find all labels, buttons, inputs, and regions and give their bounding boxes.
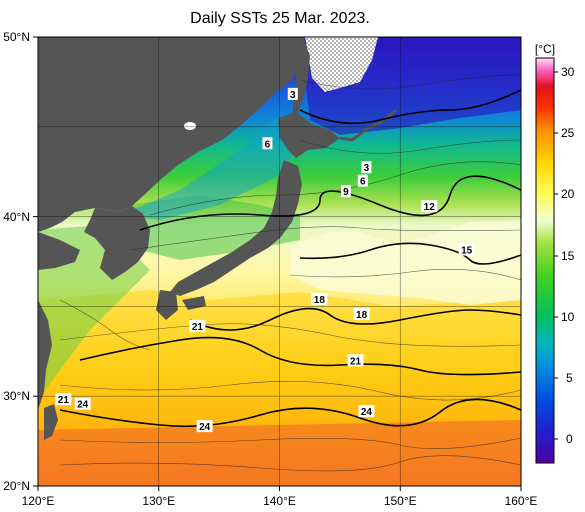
colorbar-tick-10: 10	[561, 310, 575, 324]
colorbar-tick-5: 5	[566, 371, 573, 385]
contour-label-bg	[458, 243, 475, 256]
contour-label: 3	[361, 161, 372, 174]
contour-label-text: 18	[314, 295, 326, 306]
contour-label-bg	[196, 420, 213, 433]
korean-peninsula	[84, 206, 150, 280]
contour-label-bg	[357, 174, 368, 187]
taiwan	[44, 404, 58, 440]
sea-of-japan-north	[120, 115, 300, 220]
colorbar-tick-15: 15	[561, 249, 575, 263]
asia-mainland	[38, 37, 305, 232]
contour-label-bg	[55, 393, 72, 406]
axis-ticks	[33, 36, 522, 491]
lat-label-40n: 40°N	[3, 210, 30, 224]
contour-label-text: 3	[290, 90, 296, 101]
colorbar-ticks	[554, 71, 558, 440]
contour-label-bg	[421, 200, 438, 213]
contour-label-text: 15	[461, 246, 473, 257]
major-isotherms	[59, 89, 521, 428]
lon-label-120e: 120°E	[22, 494, 55, 508]
shandong-coast	[38, 232, 80, 270]
contour-label: 21	[347, 354, 364, 367]
contour-label-text: 18	[356, 310, 368, 321]
contour-label: 6	[262, 137, 273, 150]
contour-label: 24	[358, 405, 375, 418]
graticule	[38, 37, 521, 486]
contour-label-bg	[287, 87, 298, 100]
colorbar	[535, 57, 555, 464]
contour-label-bg	[361, 161, 372, 174]
contour-label-bg	[189, 319, 206, 332]
china-south-coast	[38, 300, 52, 410]
contour-label-text: 12	[424, 202, 436, 213]
lat-label-50n: 50°N	[3, 30, 30, 44]
minor-isotherms	[59, 74, 521, 472]
colorbar-tick-20: 20	[561, 187, 575, 201]
inland-lake	[184, 122, 196, 130]
contour-label-bg	[74, 397, 91, 410]
sea-ice-area	[305, 37, 378, 92]
contour-label: 15	[458, 243, 475, 257]
contour-label: 6	[357, 174, 368, 188]
isotherm-24	[59, 398, 521, 428]
contour-label-text: 6	[360, 177, 366, 188]
lon-label-140e: 140°E	[263, 494, 296, 508]
map-title: Daily SSTs 25 Mar. 2023.	[190, 10, 370, 27]
contour-label: 24	[196, 420, 213, 433]
lat-label-20n: 20°N	[3, 479, 30, 493]
kyushu	[156, 290, 178, 320]
contour-label: 18	[311, 292, 328, 306]
contour-label-bg	[347, 354, 364, 367]
lon-label-160e: 160°E	[505, 494, 538, 508]
honshu	[170, 160, 302, 296]
hokkaido	[278, 112, 340, 158]
contour-label: 24	[74, 397, 91, 411]
contour-label-text: 3	[364, 163, 370, 174]
contour-label-text: 24	[77, 400, 89, 411]
contour-label-text: 21	[192, 322, 204, 333]
contour-label-text: 9	[343, 187, 349, 198]
lat-label-30n: 30°N	[3, 389, 30, 403]
colorbar-tick-30: 30	[561, 65, 575, 79]
lon-label-130e: 130°E	[142, 494, 175, 508]
isotherm-18	[189, 307, 521, 331]
contour-label-bg	[340, 185, 351, 198]
contour-label-bg	[311, 292, 328, 305]
colorbar-unit: [°C]	[535, 42, 555, 56]
contour-label-bg	[353, 307, 370, 320]
contour-label: 3	[287, 87, 298, 101]
contour-label-text: 21	[350, 356, 362, 367]
kuroshio-extension-warm	[290, 220, 521, 305]
isotherm-15	[299, 242, 521, 265]
isotherm-21	[79, 336, 521, 376]
contour-label: 21	[189, 319, 206, 333]
contour-label: 9	[340, 185, 351, 198]
contour-label-bg	[262, 137, 273, 150]
isotherm-3	[299, 89, 521, 125]
colorbar-tick-25: 25	[561, 126, 575, 140]
contour-label: 12	[421, 200, 438, 213]
contour-label: 21	[55, 393, 72, 406]
contour-label-text: 24	[361, 407, 373, 418]
contour-label-text: 6	[265, 139, 271, 150]
contour-label-text: 21	[58, 395, 70, 406]
contour-label-text: 24	[199, 422, 211, 433]
lon-label-150e: 150°E	[384, 494, 417, 508]
kuril-islands	[339, 108, 398, 142]
colorbar-tick-0: 0	[566, 432, 573, 446]
contour-label: 18	[353, 307, 370, 321]
contour-label-bg	[358, 405, 375, 418]
